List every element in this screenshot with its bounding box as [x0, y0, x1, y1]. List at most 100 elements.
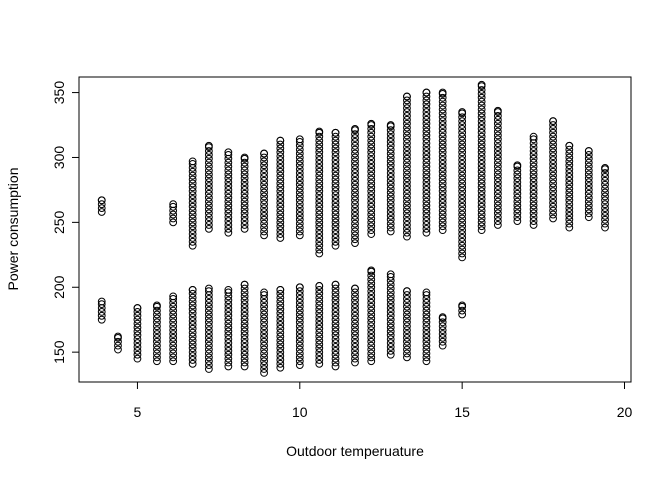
- data-point: [315, 356, 324, 364]
- data-point: [367, 291, 376, 299]
- data-point: [493, 147, 502, 155]
- y-axis-label: Power consumption: [5, 168, 21, 291]
- data-point: [403, 217, 411, 225]
- data-point: [386, 192, 395, 201]
- data-point: [260, 196, 268, 205]
- data-point: [240, 166, 249, 175]
- data-point: [188, 160, 197, 168]
- data-point: [295, 337, 304, 346]
- data-point: [367, 345, 376, 354]
- data-point: [295, 295, 304, 303]
- data-point: [513, 161, 522, 170]
- data-point: [295, 227, 304, 236]
- data-point: [351, 339, 359, 347]
- data-point: [188, 352, 197, 360]
- data-point: [133, 323, 142, 332]
- data-point: [422, 310, 431, 319]
- data-point: [601, 223, 609, 232]
- data-point: [315, 171, 324, 180]
- data-point: [565, 176, 574, 185]
- data-point: [188, 348, 197, 357]
- data-point: [351, 173, 359, 181]
- data-point: [315, 136, 324, 145]
- data-point: [97, 196, 106, 205]
- data-point: [549, 167, 557, 176]
- data-point: [477, 105, 486, 114]
- data-point: [169, 322, 178, 331]
- data-point: [331, 335, 340, 344]
- data-point: [169, 314, 178, 323]
- data-point: [403, 349, 411, 358]
- data-point: [403, 287, 411, 296]
- data-point: [477, 195, 486, 203]
- data-point: [276, 136, 285, 145]
- data-point: [386, 153, 395, 162]
- data-point: [438, 125, 447, 133]
- data-point: [260, 211, 268, 220]
- data-point: [188, 336, 197, 345]
- data-point: [601, 208, 609, 216]
- data-point: [458, 301, 467, 310]
- data-point: [351, 204, 359, 212]
- data-point: [477, 117, 486, 126]
- data-point: [204, 201, 213, 210]
- data-point: [315, 206, 324, 215]
- data-point: [458, 167, 467, 176]
- data-point: [315, 230, 324, 238]
- data-point: [133, 343, 142, 351]
- data-point: [331, 296, 340, 305]
- data-point: [295, 149, 304, 158]
- data-point: [204, 186, 213, 194]
- data-point: [331, 234, 340, 242]
- data-point: [386, 288, 395, 297]
- data-point: [276, 348, 285, 357]
- data-point: [260, 330, 268, 338]
- data-point: [493, 119, 502, 128]
- data-point: [295, 231, 304, 240]
- data-point: [367, 337, 376, 346]
- data-point: [493, 213, 502, 222]
- data-point: [169, 310, 178, 319]
- data-point: [477, 218, 486, 227]
- data-point: [367, 210, 376, 219]
- data-point: [477, 125, 486, 133]
- data-point: [351, 161, 359, 170]
- data-point: [565, 149, 574, 158]
- data-point: [97, 315, 106, 324]
- data-point: [188, 297, 197, 306]
- data-point: [315, 340, 324, 349]
- data-point: [438, 210, 447, 219]
- data-point: [422, 353, 431, 362]
- data-point: [422, 135, 431, 144]
- data-point: [493, 174, 502, 183]
- data-point: [331, 140, 340, 149]
- data-point: [477, 113, 486, 122]
- data-point: [204, 330, 213, 338]
- data-point: [403, 209, 411, 218]
- data-point: [224, 186, 233, 194]
- data-point: [493, 170, 502, 179]
- data-point: [403, 104, 411, 113]
- data-point: [240, 213, 249, 222]
- data-point: [224, 288, 233, 297]
- data-point: [295, 184, 304, 193]
- data-point: [367, 167, 376, 176]
- data-point: [422, 337, 431, 346]
- data-point: [367, 266, 376, 275]
- data-point: [295, 298, 304, 307]
- data-point: [351, 315, 359, 324]
- data-point: [315, 127, 324, 136]
- data-point: [97, 300, 106, 309]
- data-point: [351, 145, 359, 154]
- data-point: [367, 322, 376, 331]
- data-point: [351, 296, 359, 305]
- data-point: [204, 298, 213, 307]
- data-point: [331, 206, 340, 215]
- data-point: [276, 309, 285, 318]
- data-point: [513, 189, 522, 198]
- data-point: [584, 170, 593, 179]
- data-point: [331, 148, 340, 157]
- data-point: [315, 324, 324, 333]
- data-point: [367, 198, 376, 207]
- data-point: [276, 285, 285, 294]
